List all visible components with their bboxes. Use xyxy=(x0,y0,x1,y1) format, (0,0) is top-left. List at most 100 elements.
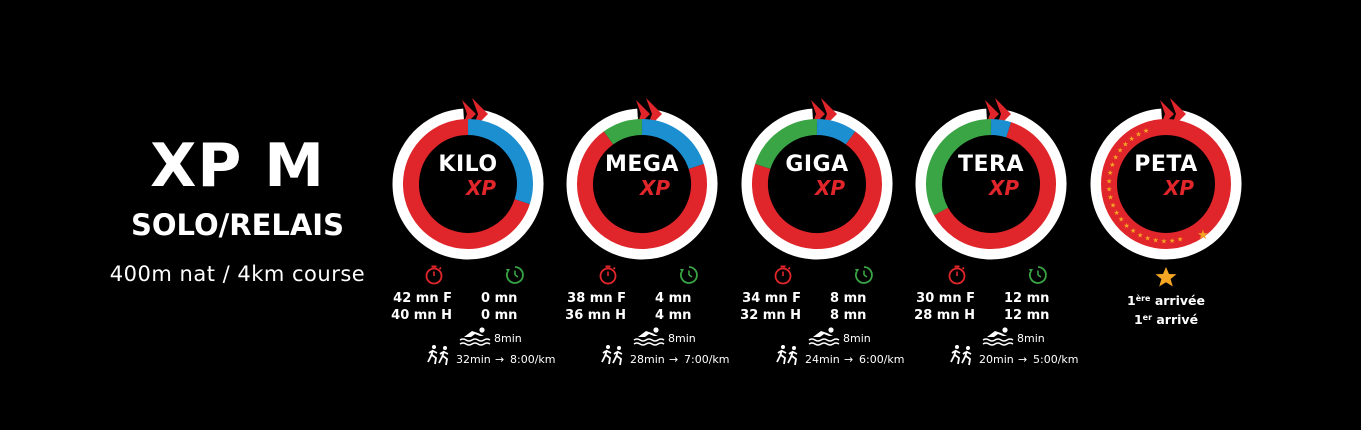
star-icon: ★ xyxy=(1145,235,1151,243)
swim-time: 8min xyxy=(843,332,871,345)
run-row: 20min → 5:00/km xyxy=(921,344,1081,368)
star-icon: ★ xyxy=(1113,209,1119,217)
header-block: XP M SOLO/RELAIS 400m nat / 4km course xyxy=(80,128,395,288)
bonus-women: 0 mn xyxy=(481,291,518,306)
level-xp-label: XP xyxy=(1164,176,1195,200)
swim-row: 8min xyxy=(953,324,1083,348)
star-icon: ★ xyxy=(1161,238,1167,246)
time-men: 32 mn H xyxy=(740,308,801,323)
outer-white-ring xyxy=(392,108,544,260)
time-bonus-icon xyxy=(680,266,698,284)
time-women: 38 mn F xyxy=(567,291,626,306)
swim-row: 8min xyxy=(430,324,560,348)
level-xp-label: XP xyxy=(989,176,1020,200)
bonus-times: 8 mn 8 mn xyxy=(830,290,866,324)
star-icon: ★ xyxy=(1197,228,1209,243)
star-icon: ★ xyxy=(1106,186,1112,194)
peta-ring: ★★★★★★★★★★★★★★★★★★★★★ ★★ xyxy=(1090,98,1242,260)
star-icon: ★ xyxy=(1107,169,1113,177)
time-women: 30 mn F xyxy=(916,291,975,306)
stopwatch-icon xyxy=(425,265,443,285)
level-name: GIGA xyxy=(785,152,849,177)
bonus-times: 4 mn 4 mn xyxy=(655,290,691,324)
star-icon: ★ xyxy=(1107,194,1113,202)
target-times: 38 mn F 36 mn H xyxy=(565,290,626,324)
target-times: 34 mn F 32 mn H xyxy=(740,290,801,324)
ring-center xyxy=(769,136,865,232)
stopwatch-icon xyxy=(948,265,966,285)
level-ring xyxy=(915,98,1067,260)
level-icons-row xyxy=(947,264,1047,288)
star-icon: ★ xyxy=(1109,161,1115,169)
stopwatch-icon xyxy=(774,265,792,285)
ring-center xyxy=(1118,136,1214,232)
level-name: PETA xyxy=(1134,152,1198,177)
ring-center xyxy=(594,136,690,232)
progress-red xyxy=(403,119,530,249)
run-time: 20min xyxy=(979,353,1014,366)
bonus-men: 4 mn xyxy=(655,308,692,323)
level-name: TERA xyxy=(957,152,1024,177)
swimmer-icon xyxy=(459,327,491,346)
star-icon: ★ xyxy=(1177,236,1183,244)
swim-time: 8min xyxy=(1017,332,1045,345)
target-times: 42 mn F 40 mn H xyxy=(391,290,452,324)
swim-row: 8min xyxy=(604,324,734,348)
star-icon: ★ xyxy=(1169,237,1175,245)
page-subtitle: SOLO/RELAIS xyxy=(131,208,344,242)
swimmer-icon xyxy=(633,327,665,346)
runners-icon xyxy=(601,345,623,366)
swim-time: 8min xyxy=(668,332,696,345)
level-icons-row xyxy=(424,264,524,288)
run-pace: 6:00/km xyxy=(859,353,905,366)
ring-center xyxy=(943,136,1039,232)
progress-blue xyxy=(467,119,533,205)
progress-red xyxy=(934,122,1056,249)
time-men: 40 mn H xyxy=(391,308,452,323)
progress-green xyxy=(926,119,992,216)
swimmer-icon xyxy=(982,327,1014,346)
bonus-times: 0 mn 0 mn xyxy=(481,290,517,324)
arrow-right-icon: → xyxy=(495,353,505,366)
progress-blue xyxy=(641,119,704,170)
level-ring xyxy=(392,98,544,260)
stopwatch-icon xyxy=(599,265,617,285)
swim-row: 8min xyxy=(779,324,909,348)
star-icon: ★ xyxy=(1122,140,1128,148)
bonus-women: 12 mn xyxy=(1004,291,1050,306)
bonus-men: 8 mn xyxy=(830,308,867,323)
swimmer-icon xyxy=(808,327,840,346)
run-time: 24min xyxy=(805,353,840,366)
star-icon: ★ xyxy=(1110,202,1116,210)
star-icon: ★ xyxy=(1124,222,1130,230)
level-ring xyxy=(741,98,893,260)
level-xp-label: XP xyxy=(640,176,671,200)
race-description: 400m nat / 4km course xyxy=(109,262,366,286)
progress-green xyxy=(603,119,643,145)
time-bonus-icon xyxy=(506,266,524,284)
star-icon: ★ xyxy=(1118,216,1124,224)
bonus-men: 0 mn xyxy=(481,308,518,323)
bonus-women: 8 mn xyxy=(830,291,867,306)
star-icon: ★ xyxy=(1117,147,1123,155)
outer-white-ring xyxy=(566,108,718,260)
star-icon xyxy=(1155,267,1177,287)
star-icon: ★ xyxy=(1130,227,1136,235)
arrival-women: 1ère arrivée xyxy=(1126,293,1205,308)
arrow-right-icon: → xyxy=(1018,353,1028,366)
level-xp-label: XP xyxy=(466,176,497,200)
run-pace: 7:00/km xyxy=(684,353,730,366)
progress-blue xyxy=(990,119,1012,138)
ring-center xyxy=(420,136,516,232)
runners-icon xyxy=(950,345,972,366)
run-row: 28min → 7:00/km xyxy=(572,344,732,368)
runners-icon xyxy=(776,345,798,366)
peta-arrival-text: 1ère arrivée 1er arrivé xyxy=(1086,290,1246,328)
progress-red xyxy=(577,131,707,249)
outer-white-ring xyxy=(915,108,1067,260)
outer-white-ring xyxy=(1090,108,1242,260)
progress-blue xyxy=(816,119,856,145)
star-icon: ★ xyxy=(1113,154,1119,162)
star-icon: ★ xyxy=(1128,135,1134,143)
bonus-men: 12 mn xyxy=(1004,308,1050,323)
